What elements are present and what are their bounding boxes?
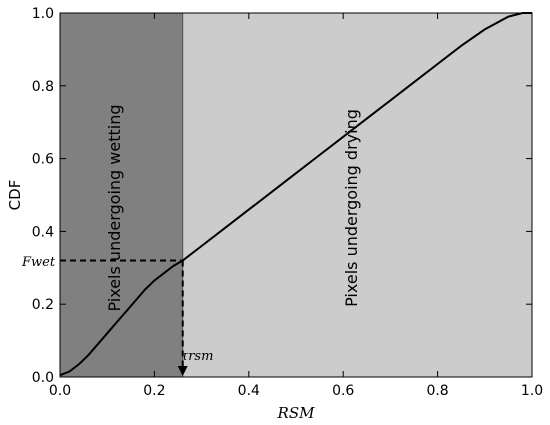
y-tick-label-5: 1.0 [32, 6, 54, 22]
plot-frame [59, 12, 533, 378]
y-tick-label-3: 0.6 [32, 152, 54, 168]
y-tick-label-2: 0.4 [32, 224, 54, 240]
plot-area: 0.0 0.2 0.4 0.6 0.8 1.0 0.0 0.2 0.4 0.6 0.8 1.0 [32, 6, 543, 399]
x-axis-label: RSM [277, 404, 316, 422]
threshold-x-label: τrsm [181, 349, 213, 364]
threshold-arrowhead [177, 366, 188, 376]
threshold-y-label: Fwet [21, 255, 56, 270]
x-tick-label-3: 0.6 [332, 383, 354, 399]
y-axis-label: CDF [6, 180, 24, 211]
cdf-line [59, 12, 532, 377]
region-label-drying: Pixels undergoing drying [342, 109, 361, 307]
x-tick-label-0: 0.0 [49, 383, 71, 399]
x-tick-label-5: 1.0 [521, 383, 543, 399]
region-1 [182, 13, 532, 377]
x-tick-label-2: 0.4 [238, 383, 260, 399]
y-tick-label-4: 0.8 [32, 79, 54, 95]
y-tick-label-0: 0.0 [32, 370, 54, 386]
region-label-wetting: Pixels undergoing wetting [105, 105, 124, 312]
x-tick-label-4: 0.8 [426, 383, 448, 399]
x-tick-label-1: 0.2 [143, 383, 165, 399]
y-tick-label-1: 0.2 [32, 297, 54, 313]
